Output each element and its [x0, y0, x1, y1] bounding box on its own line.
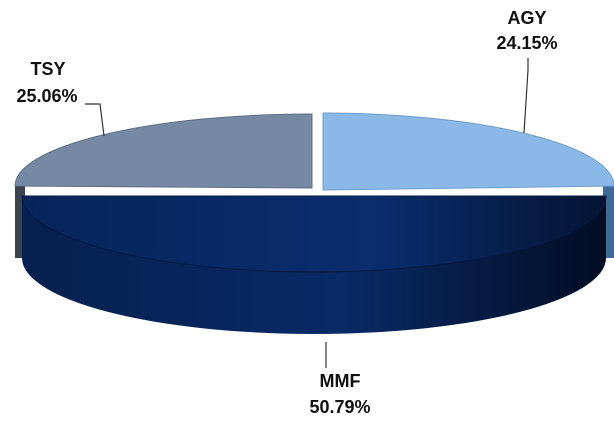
label-agy-value: 24.15% [496, 33, 557, 53]
slice-agy-top [322, 112, 614, 191]
label-mmf-name: MMF [320, 371, 361, 391]
label-mmf-value: 50.79% [309, 397, 370, 417]
slice-tsy-top [14, 113, 313, 189]
label-tsy-value: 25.06% [16, 86, 77, 106]
label-agy-name: AGY [507, 8, 546, 28]
label-tsy-name: TSY [30, 59, 65, 79]
leader-line-tsy [85, 103, 105, 137]
leader-line-agy [523, 58, 529, 134]
slice-mmf-top [21, 195, 607, 273]
